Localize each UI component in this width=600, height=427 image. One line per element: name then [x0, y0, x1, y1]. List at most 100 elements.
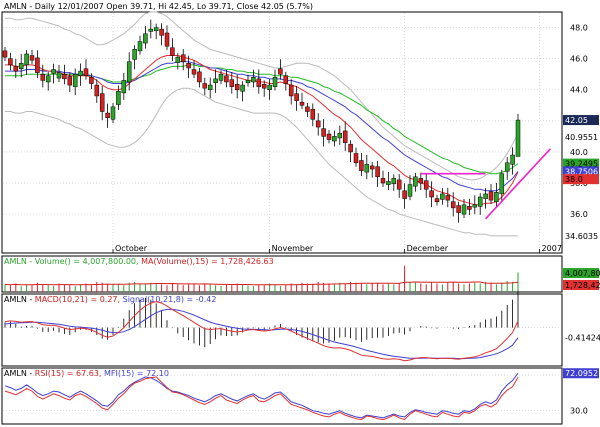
macd-value-label-box [563, 332, 599, 343]
candle-body [488, 191, 494, 201]
candle [272, 69, 278, 91]
rsi-tick-label: 30.0 [570, 407, 588, 416]
candle [375, 160, 380, 187]
candle-body [35, 57, 40, 73]
candle-body [132, 49, 137, 60]
candle [78, 63, 83, 86]
candle [413, 172, 418, 192]
candle [332, 130, 337, 147]
price-value-label-box [563, 115, 599, 126]
candle [461, 199, 467, 219]
macd-value-label: -0.414246 [563, 332, 600, 343]
candle [105, 103, 110, 128]
candle [126, 52, 132, 91]
price-value-label-text: 38.0 [565, 175, 583, 184]
candle [83, 59, 89, 80]
price-value-label-text: 38.7506 [565, 167, 598, 176]
candle-body [467, 206, 472, 210]
band-upper-line [5, 11, 519, 181]
candle [364, 154, 370, 180]
month-label: 2007 [542, 244, 562, 253]
candle-body [413, 176, 418, 187]
candle-body [477, 196, 483, 207]
candle-body [510, 154, 515, 165]
rsi-title-prefix: AMLN - [4, 369, 35, 378]
candle-body [407, 184, 413, 197]
candle-body [499, 173, 505, 195]
svg-text:AMLN - MACD(10,21) = 0.27, Sig: AMLN - MACD(10,21) = 0.27, Signal(10,21,… [4, 295, 216, 304]
candle-body [396, 179, 402, 190]
candle-body [283, 75, 289, 84]
candle-body [386, 181, 391, 185]
trend-rising-line [485, 148, 551, 220]
candle [67, 72, 73, 93]
candle-body [391, 178, 397, 185]
svg-text:AMLN - Volume() = 4,007,800.00: AMLN - Volume() = 4,007,800.00, MA(Volum… [4, 257, 274, 266]
candle [467, 198, 472, 215]
macd-title: MACD(10,21) = 0.27, [35, 295, 123, 304]
volume-ma-line [4, 281, 519, 286]
candle-body [321, 128, 326, 137]
candle [456, 201, 461, 223]
candle-body [456, 205, 461, 213]
price-panel-frame [1, 11, 563, 254]
macd-line [4, 301, 519, 362]
rsi-value-label-box [563, 368, 599, 379]
rsi-lines [4, 372, 519, 421]
candle-body [83, 68, 89, 76]
candle-body [315, 120, 321, 128]
candle [197, 67, 202, 88]
month-label: October [115, 244, 148, 253]
candle [488, 183, 494, 205]
macd-value-label-text: -0.414246 [565, 334, 600, 343]
candle [499, 169, 505, 201]
candle-body [191, 69, 197, 75]
candle [440, 188, 445, 205]
candle [110, 102, 116, 124]
volume-panel-frame [1, 255, 563, 293]
volume-right-labels: 4,007,800 1,728,426 [563, 268, 600, 290]
rsi-panel: AMLN - RSI(15) = 67.63, MFI(15) = 72.10 … [1, 367, 599, 425]
price-tick-label: 36.0 [570, 210, 588, 219]
candle [283, 71, 289, 91]
candle-body [153, 27, 159, 31]
candle [423, 173, 429, 198]
candle-body [62, 73, 67, 80]
candle [477, 193, 483, 215]
volume-panel: AMLN - Volume() = 4,007,800.00, MA(Volum… [1, 255, 600, 293]
volume-ma-value-label-box [563, 280, 599, 290]
price-value-label: 39.2495 [563, 158, 599, 169]
candle-body [240, 84, 245, 92]
signal-title: Signal(10,21,8) = -0.42 [123, 295, 217, 304]
candle [40, 64, 46, 88]
candle [450, 192, 456, 217]
candle [8, 52, 13, 71]
candle [299, 92, 305, 110]
candle-body [299, 101, 305, 106]
candle-body [423, 180, 429, 190]
candle [153, 23, 159, 40]
candle-body [89, 77, 94, 84]
candle [72, 68, 78, 96]
candle-body [116, 91, 121, 105]
candle [504, 157, 510, 180]
mfi-line [4, 372, 519, 419]
candle [337, 125, 343, 145]
candle-body [8, 58, 13, 66]
candle [445, 187, 451, 208]
candle [278, 59, 283, 80]
volume-value-label-box [563, 268, 599, 278]
candle [62, 64, 67, 85]
volume-value-label: 4,007,800 [563, 268, 600, 278]
candle [267, 79, 272, 100]
candle [186, 55, 191, 79]
candle-body [278, 68, 283, 75]
candle-body [148, 28, 154, 32]
macd-panel-frame [1, 293, 563, 367]
candle [164, 25, 170, 51]
candle-body [213, 78, 218, 83]
price-value-label: 40.9551 [563, 132, 599, 143]
candle-body [472, 204, 478, 208]
price-value-label-box [563, 158, 599, 169]
